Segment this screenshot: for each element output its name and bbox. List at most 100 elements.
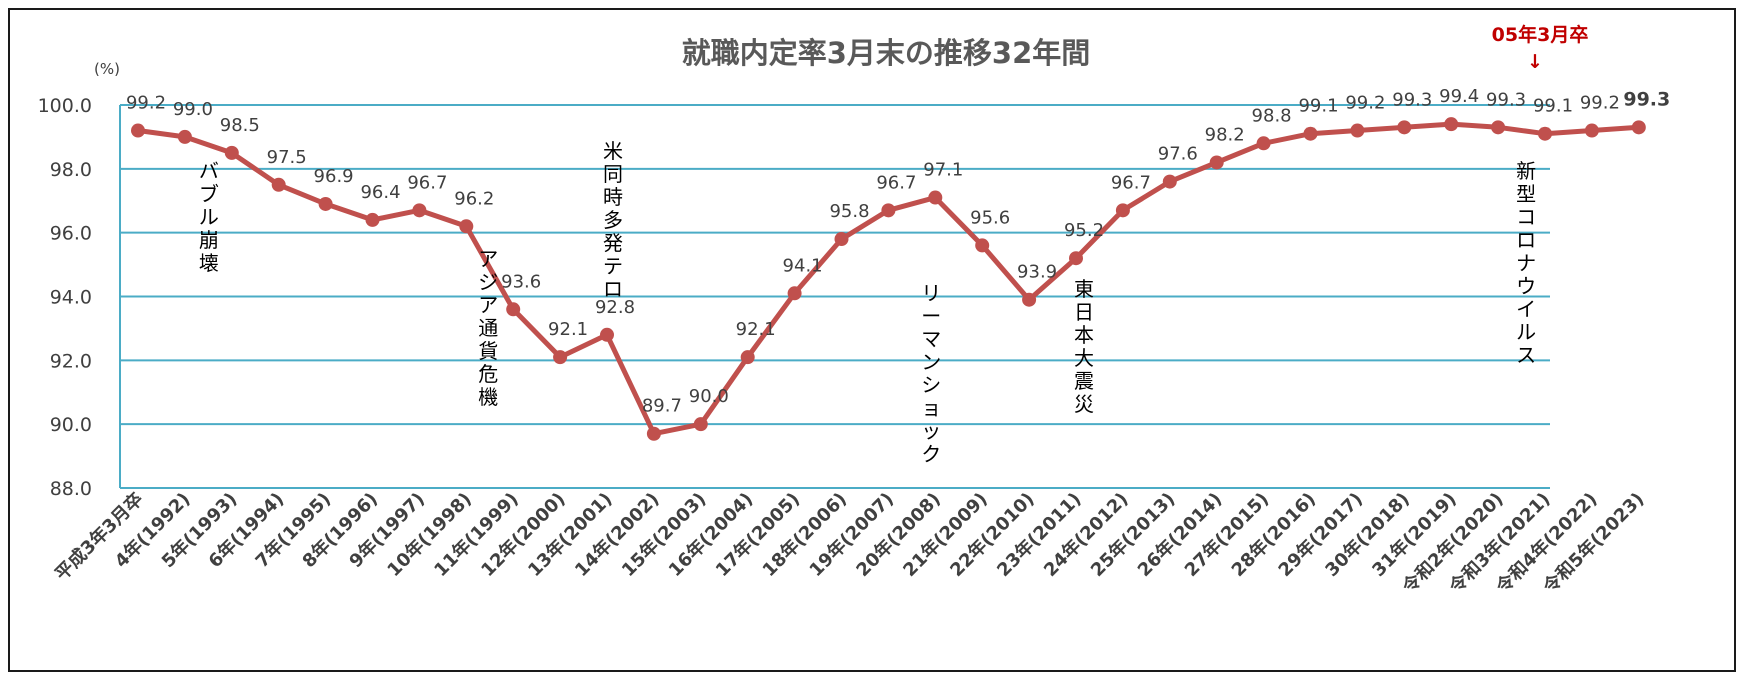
data-point (834, 232, 849, 247)
annotation-char: ス (1516, 343, 1536, 367)
data-label: 93.9 (1017, 262, 1057, 283)
y-tick-label: 98.0 (50, 159, 92, 181)
data-label: 95.2 (1064, 220, 1104, 241)
y-axis-ticks: 100.0 98.0 96.0 94.0 92.0 90.0 88.0 (38, 95, 92, 500)
data-label: 99.1 (1533, 96, 1573, 117)
data-point (646, 426, 661, 441)
data-point (365, 212, 380, 227)
data-label: 99.1 (1298, 96, 1338, 117)
annotation-char: 災 (1074, 392, 1094, 416)
annotation-char: ロ (1516, 228, 1536, 252)
annotation-char: 型 (1516, 182, 1536, 206)
annotation-char: ジ (478, 270, 498, 294)
data-label: 99.3 (1623, 88, 1670, 110)
data-label: 96.7 (1111, 172, 1151, 193)
annotation-char: ョ (921, 396, 941, 420)
data-label: 97.1 (923, 160, 963, 181)
annotation-char: 壊 (199, 251, 219, 275)
data-point (1631, 120, 1646, 135)
annotation-char: 貨 (478, 339, 498, 363)
data-point (131, 123, 145, 138)
data-point (1303, 126, 1318, 141)
data-label: 95.8 (829, 201, 869, 222)
annotation-char: バ (199, 159, 219, 183)
data-point (1022, 292, 1037, 307)
annotation-char: 大 (1074, 346, 1094, 370)
data-label: 98.5 (220, 115, 260, 136)
annotation-char: ル (1516, 320, 1536, 344)
annotation-char: ナ (1516, 251, 1536, 275)
x-axis-ticks: 平成3年3月卒4年(1992)5年(1993)6年(1994)7年(1995)8… (51, 488, 1649, 598)
data-label: 98.8 (1252, 105, 1292, 126)
data-point (553, 350, 568, 365)
annotation-char: 発 (603, 231, 623, 255)
data-point (271, 177, 286, 192)
data-label: 92.8 (595, 297, 635, 318)
annotation-char: 震 (1074, 369, 1094, 393)
data-points (131, 117, 1646, 441)
data-point (1491, 120, 1506, 135)
annotation-char: ア (478, 247, 498, 271)
callout-label: 05年3月卒 (1492, 23, 1589, 46)
data-point (975, 238, 990, 253)
annotation-char: シ (921, 373, 941, 397)
gridlines (120, 104, 1550, 426)
annotation-char: ブ (199, 182, 219, 206)
data-point (1538, 126, 1552, 141)
data-label: 99.2 (126, 93, 166, 114)
data-label: 99.0 (173, 99, 213, 120)
annotation-char: 同 (603, 162, 623, 186)
data-point (740, 350, 755, 365)
data-point (1209, 155, 1224, 170)
y-tick-label: 100.0 (38, 95, 92, 117)
y-axis-unit: (%) (94, 60, 120, 78)
data-point (928, 190, 943, 205)
data-point (1397, 120, 1412, 135)
data-label: 97.6 (1158, 144, 1198, 165)
data-point (1256, 136, 1271, 151)
data-point (224, 145, 239, 160)
chart-title: 就職内定率3月末の推移32年間 (682, 36, 1091, 70)
data-point (693, 417, 708, 432)
annotation-char: 通 (478, 316, 498, 340)
annotation-char: コ (1516, 205, 1536, 229)
annotation-char: マ (921, 327, 941, 351)
annotation-char: 危 (478, 362, 498, 386)
annotation-char: 崩 (199, 228, 219, 252)
data-label: 96.2 (454, 188, 494, 209)
data-point (1115, 203, 1130, 218)
data-label: 96.9 (314, 166, 354, 187)
y-tick-label: 88.0 (50, 478, 92, 500)
data-point (459, 219, 474, 234)
line-chart: 就職内定率3月末の推移32年間 (%) 100.0 98.0 96.0 94.0 92.… (38, 23, 1671, 598)
data-label: 89.7 (642, 396, 682, 417)
data-point (787, 286, 802, 301)
annotation-char: 米 (603, 139, 623, 163)
data-point (1162, 174, 1177, 189)
annotation-char: 時 (603, 185, 623, 209)
data-label: 99.2 (1580, 93, 1620, 114)
annotation-char: 東 (1074, 277, 1094, 301)
data-label: 95.6 (970, 207, 1010, 228)
annotation-char: 本 (1074, 323, 1094, 347)
annotation-char: ク (921, 442, 941, 466)
annotation-char: ロ (603, 277, 623, 301)
data-label: 96.4 (360, 182, 400, 203)
data-label: 99.3 (1486, 89, 1526, 110)
data-point (318, 196, 333, 211)
y-tick-label: 94.0 (50, 287, 92, 309)
data-label: 92.1 (736, 319, 776, 340)
data-label: 98.2 (1205, 124, 1245, 145)
data-label: 99.2 (1345, 93, 1385, 114)
series-polyline (137, 121, 1639, 437)
data-label: 97.5 (267, 147, 307, 168)
annotation-char: テ (603, 254, 623, 278)
annotation-char: 日 (1074, 300, 1094, 324)
annotation-char: ア (478, 293, 498, 317)
